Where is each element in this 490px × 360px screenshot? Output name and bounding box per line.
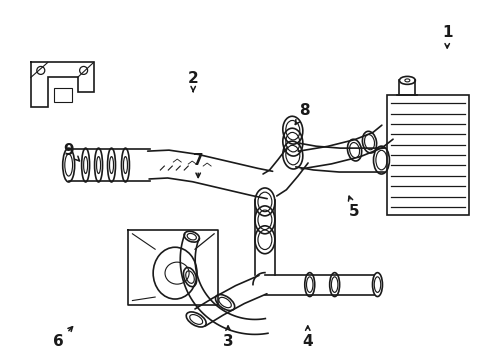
- Text: 4: 4: [302, 326, 313, 349]
- Text: 1: 1: [442, 25, 452, 48]
- Text: 6: 6: [53, 327, 73, 349]
- Text: 2: 2: [188, 71, 198, 92]
- Text: 7: 7: [193, 153, 203, 177]
- Text: 5: 5: [348, 196, 360, 219]
- Text: 9: 9: [63, 143, 79, 161]
- Bar: [54, 88, 72, 102]
- Text: 3: 3: [223, 326, 233, 349]
- Text: 8: 8: [295, 103, 310, 125]
- Bar: [388, 95, 469, 215]
